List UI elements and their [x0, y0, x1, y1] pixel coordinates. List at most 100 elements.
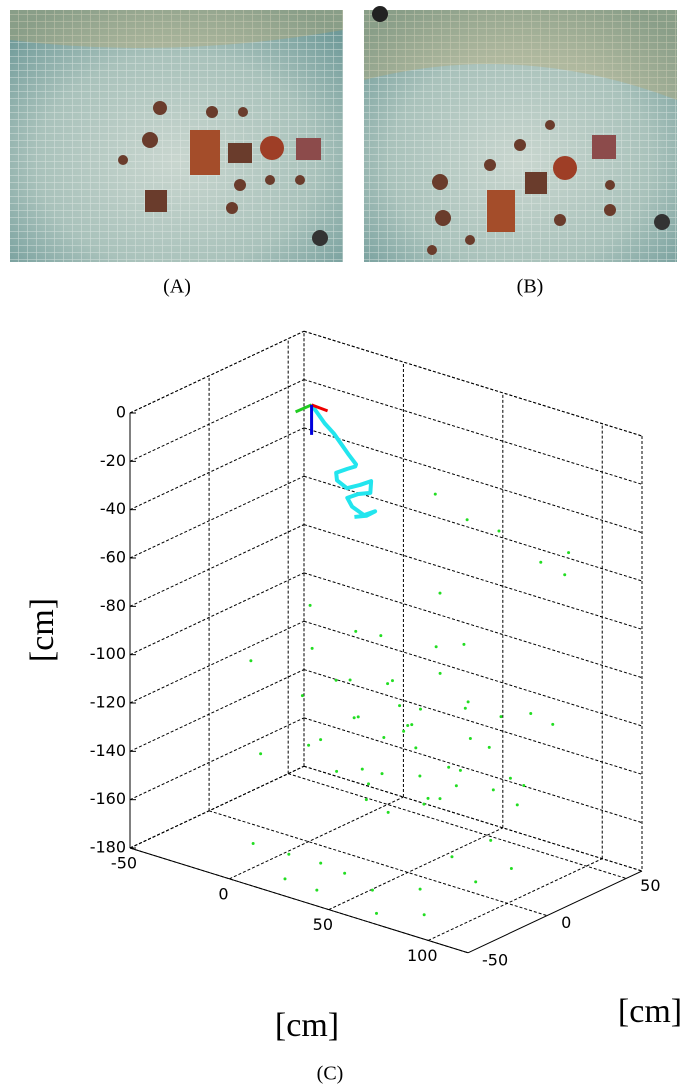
z-tick-label: -20	[100, 451, 126, 470]
grid-line	[129, 379, 305, 462]
grid-line	[428, 858, 603, 941]
point	[310, 646, 314, 650]
grid-line	[208, 810, 548, 917]
x-tick-label: 0	[218, 884, 228, 903]
point	[529, 712, 533, 716]
x-tick-label: 100	[407, 946, 438, 965]
grid-line	[129, 669, 305, 752]
grid-line	[129, 620, 305, 704]
grid-line	[303, 765, 643, 872]
caption-c: (C)	[317, 1063, 344, 1085]
grid-line	[129, 765, 305, 849]
grid-line	[129, 847, 469, 954]
point	[465, 518, 469, 522]
point	[487, 745, 491, 749]
point	[364, 798, 368, 802]
grid-line	[129, 427, 305, 511]
point	[499, 715, 503, 719]
point	[382, 735, 386, 739]
grid-line	[129, 475, 305, 559]
point	[418, 774, 422, 778]
camera-axis	[311, 403, 329, 413]
point	[491, 788, 495, 792]
point	[367, 782, 371, 786]
x-tick-label: 50	[313, 915, 333, 934]
point	[319, 861, 323, 865]
point	[474, 880, 478, 884]
grid-line	[288, 773, 627, 879]
point	[334, 678, 338, 682]
grid-line	[303, 717, 643, 824]
point	[410, 723, 414, 727]
camera-axis	[294, 403, 313, 414]
grid-line	[303, 427, 643, 534]
point	[406, 724, 410, 728]
grid-line	[328, 827, 504, 911]
grid-line	[129, 524, 305, 607]
z-tick-label: -120	[90, 693, 126, 712]
point	[319, 738, 323, 742]
point	[370, 888, 374, 892]
point	[414, 746, 418, 750]
point	[438, 797, 442, 801]
point	[508, 776, 512, 780]
caption-b: (B)	[517, 276, 544, 298]
z-tick-label: -60	[100, 548, 126, 567]
point	[283, 877, 287, 881]
grid-line	[303, 524, 643, 630]
y-axis-label: [cm]	[618, 993, 682, 1030]
grid-line	[303, 620, 643, 727]
point	[374, 911, 378, 915]
point	[438, 591, 442, 595]
point	[356, 715, 360, 719]
y-tick-label: 0	[561, 913, 571, 932]
grid-line	[129, 330, 305, 414]
z-tick-label: -140	[90, 741, 126, 760]
x-axis-label: [cm]	[275, 1007, 339, 1044]
photo-a	[10, 10, 343, 262]
point	[458, 768, 462, 772]
point	[348, 678, 352, 682]
point	[343, 871, 347, 875]
point	[563, 573, 567, 577]
point	[249, 659, 253, 663]
point	[354, 629, 358, 633]
point	[360, 767, 364, 771]
z-tick-label: -160	[90, 789, 126, 808]
point	[463, 706, 467, 710]
trajectory	[309, 403, 378, 519]
point	[379, 634, 383, 638]
point	[468, 737, 472, 741]
grid-line	[303, 475, 643, 582]
point	[386, 810, 390, 814]
point	[551, 722, 555, 726]
point	[515, 803, 519, 807]
point	[418, 887, 422, 891]
z-axis-label: [cm]	[24, 598, 61, 662]
point	[438, 671, 442, 675]
point	[509, 867, 513, 871]
point	[454, 784, 458, 788]
z-tick-label: 0	[116, 403, 126, 422]
point	[259, 752, 263, 756]
point	[335, 769, 339, 773]
point	[489, 838, 493, 842]
point	[433, 492, 437, 496]
point	[426, 796, 430, 800]
point	[450, 855, 454, 859]
grid-line	[303, 669, 643, 775]
y-tick-label: -50	[482, 950, 508, 969]
point	[352, 716, 356, 720]
box-edge	[467, 870, 643, 954]
point	[386, 682, 390, 686]
point	[567, 551, 571, 555]
point	[422, 913, 426, 917]
grid-line	[229, 796, 404, 880]
grid-line	[129, 572, 305, 656]
point	[308, 603, 312, 607]
y-tick-label: 50	[640, 876, 660, 895]
point	[497, 529, 501, 533]
point	[462, 642, 466, 646]
